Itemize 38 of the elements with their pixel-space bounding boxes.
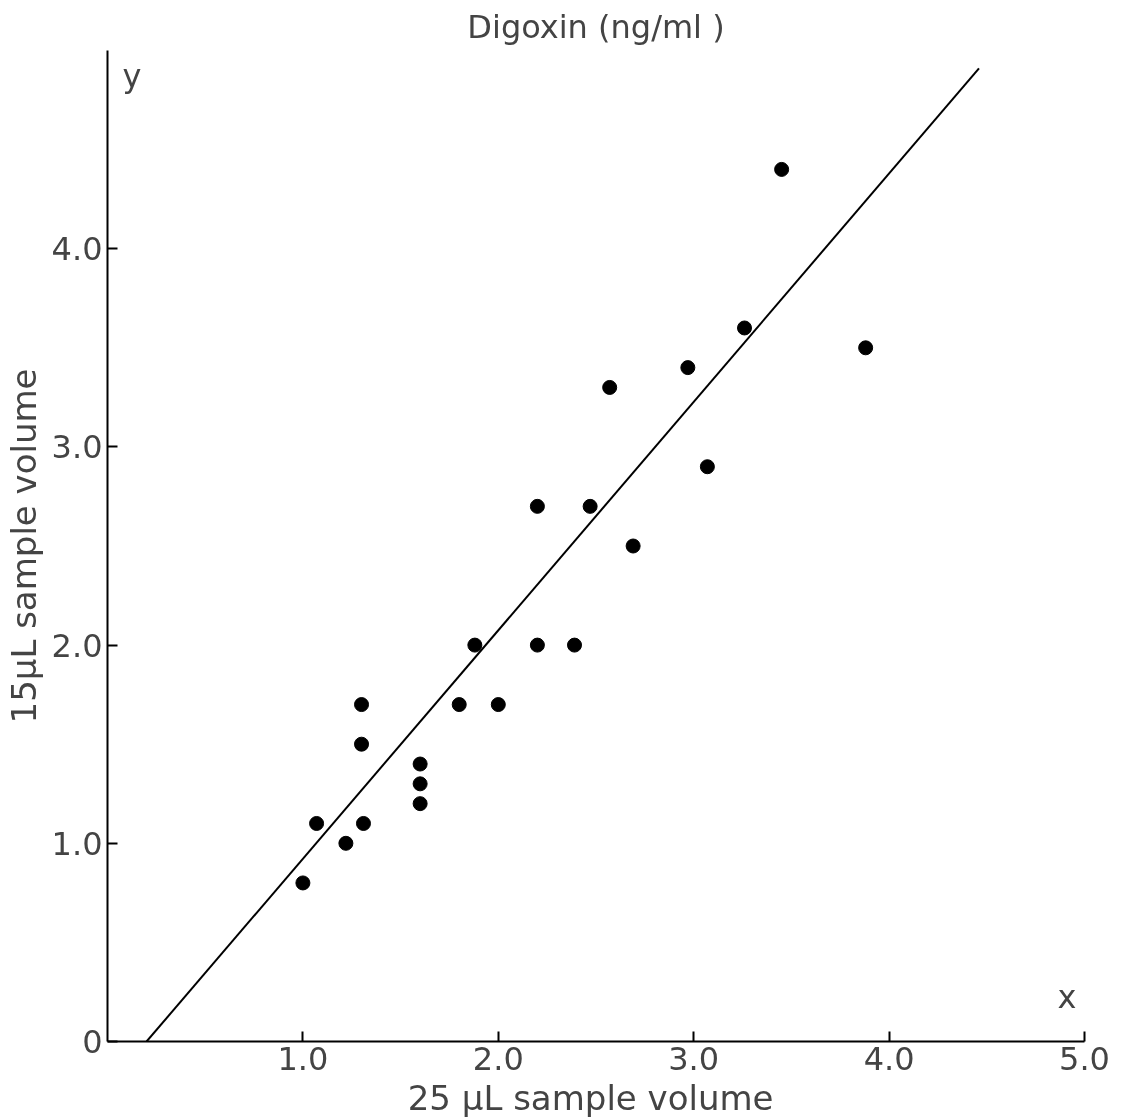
y-tick-label: 3.0 [51, 428, 103, 467]
point [699, 459, 715, 475]
x-tick-label: 4.0 [863, 1039, 915, 1078]
y-axis-title: 15μL sample volume [3, 368, 44, 724]
y-tick-label: 0 [82, 1023, 103, 1061]
x-tick-label: 3.0 [668, 1039, 720, 1078]
x-tick-label: 1.0 [277, 1039, 329, 1078]
point [412, 756, 428, 772]
y-tick-label: 2.0 [51, 626, 103, 665]
x-tick-label: 2.0 [472, 1039, 524, 1078]
point [737, 320, 752, 336]
point [625, 538, 641, 554]
point [354, 736, 370, 752]
point [602, 379, 618, 395]
point [490, 697, 506, 713]
point [529, 637, 545, 653]
annotation: x [1057, 977, 1077, 1016]
point [338, 835, 354, 851]
point [858, 340, 874, 356]
point [774, 161, 790, 177]
y-tick-label: 1.0 [51, 824, 103, 863]
point [467, 637, 483, 653]
point [582, 498, 598, 514]
chart-title: Digoxin (ng/ml ) [467, 7, 725, 46]
point [295, 875, 311, 891]
point [309, 815, 325, 831]
point [412, 796, 428, 812]
point [451, 697, 467, 713]
point [355, 815, 371, 831]
y-tick-label: 4.0 [51, 230, 103, 269]
x-axis-title: 25 μL sample volume [407, 1077, 774, 1118]
point [354, 697, 370, 713]
point [529, 498, 545, 514]
point [567, 637, 583, 653]
point [412, 776, 428, 792]
point [680, 360, 696, 376]
x-tick-label: 5.0 [1059, 1039, 1110, 1078]
annotation: y [122, 56, 142, 95]
